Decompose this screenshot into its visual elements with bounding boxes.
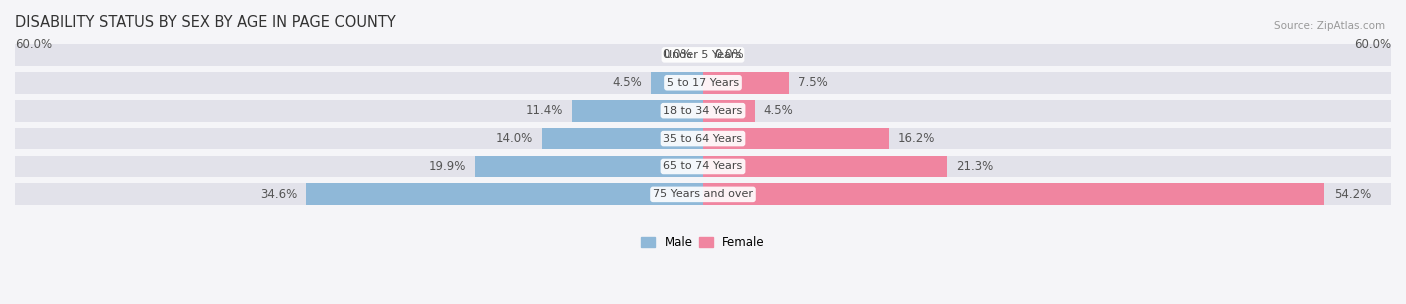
Legend: Male, Female: Male, Female	[637, 231, 769, 254]
Bar	[15, 156, 1391, 177]
Bar	[15, 184, 1391, 205]
Bar	[572, 100, 703, 122]
Bar	[15, 128, 1391, 150]
Text: 11.4%: 11.4%	[526, 104, 564, 117]
Text: 21.3%: 21.3%	[956, 160, 994, 173]
Text: 4.5%: 4.5%	[613, 76, 643, 89]
Bar	[475, 156, 703, 177]
Bar	[703, 100, 755, 122]
Bar	[543, 128, 703, 150]
Text: DISABILITY STATUS BY SEX BY AGE IN PAGE COUNTY: DISABILITY STATUS BY SEX BY AGE IN PAGE …	[15, 15, 395, 30]
Text: 75 Years and over: 75 Years and over	[652, 189, 754, 199]
Text: 18 to 34 Years: 18 to 34 Years	[664, 106, 742, 116]
Bar	[15, 72, 1391, 94]
Bar	[703, 128, 889, 150]
Text: 5 to 17 Years: 5 to 17 Years	[666, 78, 740, 88]
Text: 4.5%: 4.5%	[763, 104, 793, 117]
Text: Source: ZipAtlas.com: Source: ZipAtlas.com	[1274, 21, 1385, 31]
Text: 16.2%: 16.2%	[898, 132, 935, 145]
Text: 35 to 64 Years: 35 to 64 Years	[664, 133, 742, 143]
Text: 14.0%: 14.0%	[496, 132, 533, 145]
Bar	[651, 72, 703, 94]
Bar	[307, 184, 703, 205]
Text: 65 to 74 Years: 65 to 74 Years	[664, 161, 742, 171]
Bar	[703, 184, 1324, 205]
Text: 0.0%: 0.0%	[714, 48, 744, 61]
Bar	[15, 44, 1391, 66]
Bar	[703, 156, 948, 177]
Bar	[703, 72, 789, 94]
Text: Under 5 Years: Under 5 Years	[665, 50, 741, 60]
Text: 60.0%: 60.0%	[15, 38, 52, 51]
Text: 19.9%: 19.9%	[429, 160, 465, 173]
Text: 0.0%: 0.0%	[662, 48, 692, 61]
Text: 54.2%: 54.2%	[1334, 188, 1371, 201]
Bar	[15, 100, 1391, 122]
Text: 60.0%: 60.0%	[1354, 38, 1391, 51]
Text: 34.6%: 34.6%	[260, 188, 297, 201]
Text: 7.5%: 7.5%	[799, 76, 828, 89]
